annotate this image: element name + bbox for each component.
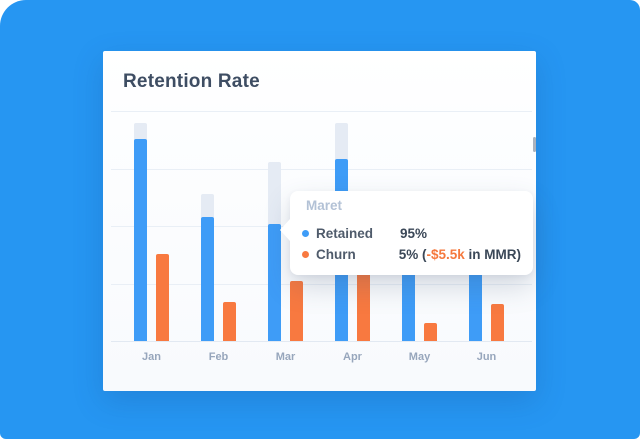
bar-churn-may[interactable] <box>424 322 437 341</box>
tooltip-row-churn: Churn 5% (-$5.5k in MMR) <box>302 244 521 264</box>
tooltip-retained-value: 95% <box>400 225 428 241</box>
bar-retained-feb[interactable] <box>201 216 214 341</box>
bar-churn-jun[interactable] <box>491 304 504 341</box>
retention-rate-card: Retention Rate Jan Feb Mar Apr May Jun Maret … <box>103 51 536 391</box>
gridline <box>111 283 532 285</box>
x-label-jun: Jun <box>476 351 497 363</box>
retained-dot-icon <box>302 229 309 237</box>
x-label-may: May <box>408 351 431 363</box>
gridline <box>111 111 532 112</box>
tooltip-churn-label: Churn <box>316 246 356 262</box>
tooltip-month-label: Maret <box>306 198 343 213</box>
x-label-apr: Apr <box>343 351 362 363</box>
bar-churn-feb[interactable] <box>223 301 236 341</box>
card-scrollbar-thumb[interactable] <box>533 137 536 152</box>
tooltip-pointer-icon <box>280 219 290 241</box>
bar-retained-mar[interactable] <box>268 223 281 341</box>
chart-tooltip: Maret Retained 95% Churn 5% (-$5.5k in M… <box>280 191 533 275</box>
x-label-jan: Jan <box>142 351 161 363</box>
tooltip-retained-label: Retained <box>316 225 374 241</box>
churn-dot-icon <box>302 250 309 258</box>
bar-churn-apr[interactable] <box>357 265 370 341</box>
gridline <box>111 341 532 342</box>
chart-title: Retention Rate <box>123 71 260 92</box>
bar-churn-jan[interactable] <box>156 253 169 341</box>
tooltip-churn-value: 5% (-$5.5k in MMR) <box>398 246 521 262</box>
gridline <box>111 168 532 170</box>
x-label-feb: Feb <box>208 351 229 363</box>
tooltip-row-retained: Retained 95% <box>302 223 521 243</box>
bar-retained-jan[interactable] <box>134 138 147 341</box>
churn-loss-amount: -$5.5k <box>426 246 465 262</box>
bar-churn-mar[interactable] <box>290 281 303 341</box>
x-label-mar: Mar <box>275 351 296 363</box>
